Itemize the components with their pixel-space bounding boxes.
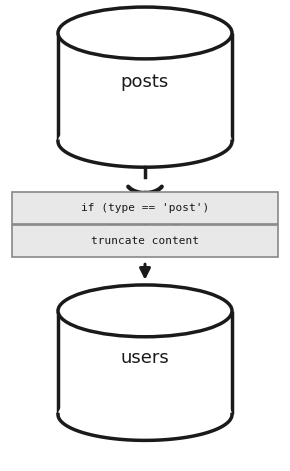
Ellipse shape (58, 285, 232, 337)
Polygon shape (58, 311, 232, 414)
FancyBboxPatch shape (12, 192, 278, 224)
Ellipse shape (58, 115, 232, 167)
Polygon shape (58, 33, 232, 141)
FancyBboxPatch shape (12, 225, 278, 257)
Text: truncate content: truncate content (91, 236, 199, 246)
Ellipse shape (58, 7, 232, 59)
Text: users: users (121, 349, 169, 367)
Text: posts: posts (121, 73, 169, 91)
Ellipse shape (58, 389, 232, 440)
Text: if (type == 'post'): if (type == 'post') (81, 203, 209, 213)
